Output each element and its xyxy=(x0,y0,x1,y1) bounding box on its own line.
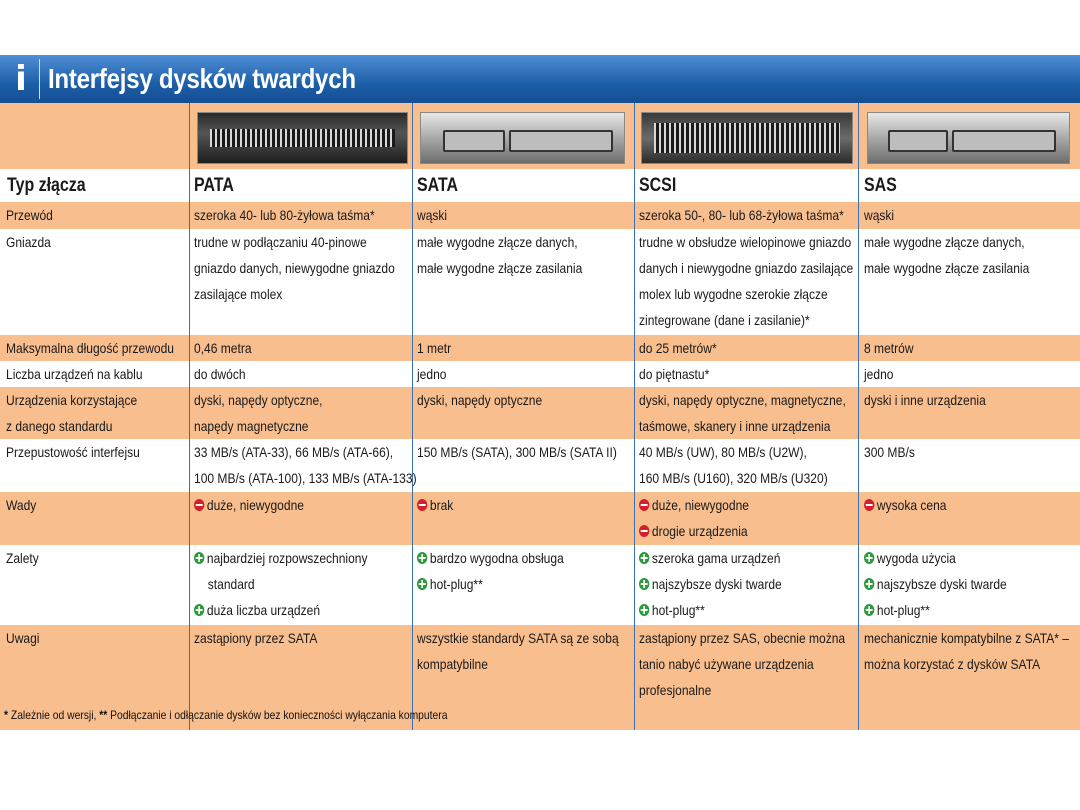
title-banner: i Interfejsy dysków twardych xyxy=(0,55,1080,103)
footnote: * Zależnie od wersji, ** Podłączanie i o… xyxy=(4,708,448,722)
cell-scsi: 40 MB/s (UW), 80 MB/s (U2W), 160 MB/s (U1… xyxy=(639,444,828,486)
row-label: Maksymalna długość przewodu xyxy=(6,340,174,356)
cell-sas: wąski xyxy=(864,207,895,223)
cell-pata: 0,46 metra xyxy=(194,340,252,356)
row-zalety: Zalety najbardziej rozpowszechniony stan… xyxy=(0,545,1080,625)
cell-sata: 150 MB/s (SATA), 300 MB/s (SATA II) xyxy=(417,444,617,460)
minus-circle-icon xyxy=(864,499,875,511)
header-sata: SATA xyxy=(417,175,459,196)
plus-circle-icon xyxy=(864,578,875,590)
cell-sas: małe wygodne złącze danych, małe wygodne … xyxy=(864,234,1030,276)
minus-circle-icon xyxy=(194,499,205,511)
cell-scsi: do 25 metrów* xyxy=(639,340,717,356)
plus-circle-icon xyxy=(639,552,650,564)
row-liczba-urzadzen: Liczba urządzeń na kablu do dwóch jedno … xyxy=(0,361,1080,387)
cell-sas: wygoda użycia najszybsze dyski twarde ho… xyxy=(862,545,1030,623)
row-label: Gniazda xyxy=(6,234,51,250)
cell-sata: wąski xyxy=(417,207,448,223)
plus-circle-icon xyxy=(417,552,428,564)
cell-sas: dyski i inne urządzenia xyxy=(864,392,986,408)
cell-scsi: dyski, napędy optyczne, magnetyczne, taśm… xyxy=(639,392,846,434)
scsi-connector-image xyxy=(641,112,853,164)
cell-sas: wysoka cena xyxy=(862,492,960,518)
info-icon: i xyxy=(15,59,27,99)
header-scsi: SCSI xyxy=(639,175,677,196)
comparison-table: Typ złącza PATA SATA SCSI SAS Przewód sz… xyxy=(0,103,1080,730)
cell-scsi: szeroka 50-, 80- lub 68-żyłowa taśma* xyxy=(639,207,844,223)
cell-sata: bardzo wygodna obsługa hot-plug** xyxy=(415,545,588,597)
banner-separator xyxy=(39,59,40,99)
row-urzadzenia: Urządzenia korzystające z danego standard… xyxy=(0,387,1080,439)
cell-sata: 1 metr xyxy=(417,340,452,356)
cell-pata: najbardziej rozpowszechniony standard du… xyxy=(192,545,396,623)
row-przepustowosc: Przepustowość interfejsu 33 MB/s (ATA-33… xyxy=(0,439,1080,492)
cell-sata: wszystkie standardy SATA są ze sobą kompa… xyxy=(417,630,619,672)
column-divider xyxy=(189,103,190,730)
cell-scsi: zastąpiony przez SAS, obecnie można tanio… xyxy=(639,630,846,698)
cell-sata: jedno xyxy=(417,366,447,382)
cell-sas: mechanicznie kompatybilne z SATA* – można… xyxy=(864,630,1070,672)
cell-pata: zastąpiony przez SATA xyxy=(194,630,318,646)
cell-sata: dyski, napędy optyczne xyxy=(417,392,543,408)
cell-sas: jedno xyxy=(864,366,894,382)
plus-circle-icon xyxy=(639,578,650,590)
row-label: Liczba urządzeń na kablu xyxy=(6,366,143,382)
pata-connector-image xyxy=(197,112,408,164)
plus-circle-icon xyxy=(194,604,205,616)
column-divider xyxy=(858,103,859,730)
plus-circle-icon xyxy=(639,604,650,616)
row-gniazda: Gniazda trudne w podłączaniu 40-pinowe gn… xyxy=(0,229,1080,335)
cell-scsi: trudne w obsłudze wielopinowe gniazdo dan… xyxy=(639,234,854,328)
cell-scsi: do piętnastu* xyxy=(639,366,710,382)
sata-connector-image xyxy=(420,112,625,164)
row-wady: Wady duże, niewygodne brak duże, niewygo… xyxy=(0,492,1080,545)
header-row: Typ złącza PATA SATA SCSI SAS xyxy=(0,169,1080,202)
cell-pata: do dwóch xyxy=(194,366,246,382)
connector-images-row xyxy=(0,103,1080,169)
plus-circle-icon xyxy=(194,552,205,564)
minus-circle-icon xyxy=(639,525,650,537)
row-label: Wady xyxy=(6,497,37,513)
plus-circle-icon xyxy=(864,604,875,616)
cell-pata: dyski, napędy optyczne, napędy magnetyczn… xyxy=(194,392,323,434)
cell-pata: duże, niewygodne xyxy=(192,492,322,518)
cell-sata: małe wygodne złącze danych, małe wygodne … xyxy=(417,234,583,276)
comparison-document: i Interfejsy dysków twardych Typ złącza … xyxy=(0,55,1080,730)
cell-pata: 33 MB/s (ATA-33), 66 MB/s (ATA-66), 100 M… xyxy=(194,444,417,486)
cell-scsi: szeroka gama urządzeń najszybsze dyski t… xyxy=(637,545,805,623)
cell-sas: 8 metrów xyxy=(864,340,914,356)
row-maks-dlugosc: Maksymalna długość przewodu 0,46 metra 1… xyxy=(0,335,1080,361)
row-label: Przewód xyxy=(6,207,53,223)
column-divider xyxy=(412,103,413,730)
row-label: Przepustowość interfejsu xyxy=(6,444,140,460)
sas-connector-image xyxy=(867,112,1070,164)
cell-pata: szeroka 40- lub 80-żyłowa taśma* xyxy=(194,207,375,223)
cell-scsi: duże, niewygodne drogie urządzenia xyxy=(637,492,767,544)
header-label: Typ złącza xyxy=(7,175,86,196)
plus-circle-icon xyxy=(417,578,428,590)
minus-circle-icon xyxy=(417,499,428,511)
row-label: Uwagi xyxy=(6,630,40,646)
row-label: Zalety xyxy=(6,550,39,566)
row-label: Urządzenia korzystające z danego standard… xyxy=(6,392,138,434)
page-title: Interfejsy dysków twardych xyxy=(48,63,356,94)
column-divider xyxy=(634,103,635,730)
row-uwagi: Uwagi zastąpiony przez SATA wszystkie st… xyxy=(0,625,1080,730)
cell-sata: brak xyxy=(415,492,459,518)
header-sas: SAS xyxy=(864,175,897,196)
minus-circle-icon xyxy=(639,499,650,511)
row-przewod: Przewód szeroka 40- lub 80-żyłowa taśma*… xyxy=(0,202,1080,229)
header-pata: PATA xyxy=(194,175,234,196)
cell-pata: trudne w podłączaniu 40-pinowe gniazdo da… xyxy=(194,234,395,302)
plus-circle-icon xyxy=(864,552,875,564)
cell-sas: 300 MB/s xyxy=(864,444,915,460)
